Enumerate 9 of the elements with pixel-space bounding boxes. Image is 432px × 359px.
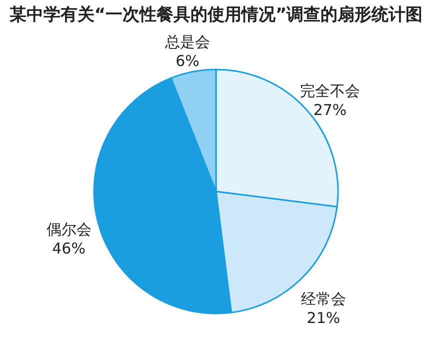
chart-title: 某中学有关“一次性餐具的使用情况”调查的扇形统计图 [8,5,423,25]
data-label: 21% [306,308,340,327]
slice-label: 偶尔会 [46,220,92,238]
data-label: 27% [313,100,347,119]
data-label: 46% [52,239,86,258]
slice-label: 总是会 [164,33,210,52]
slice-label: 完全不会 [300,82,360,100]
slice-label: 经常会 [300,290,346,308]
data-label: 6% [176,52,200,70]
